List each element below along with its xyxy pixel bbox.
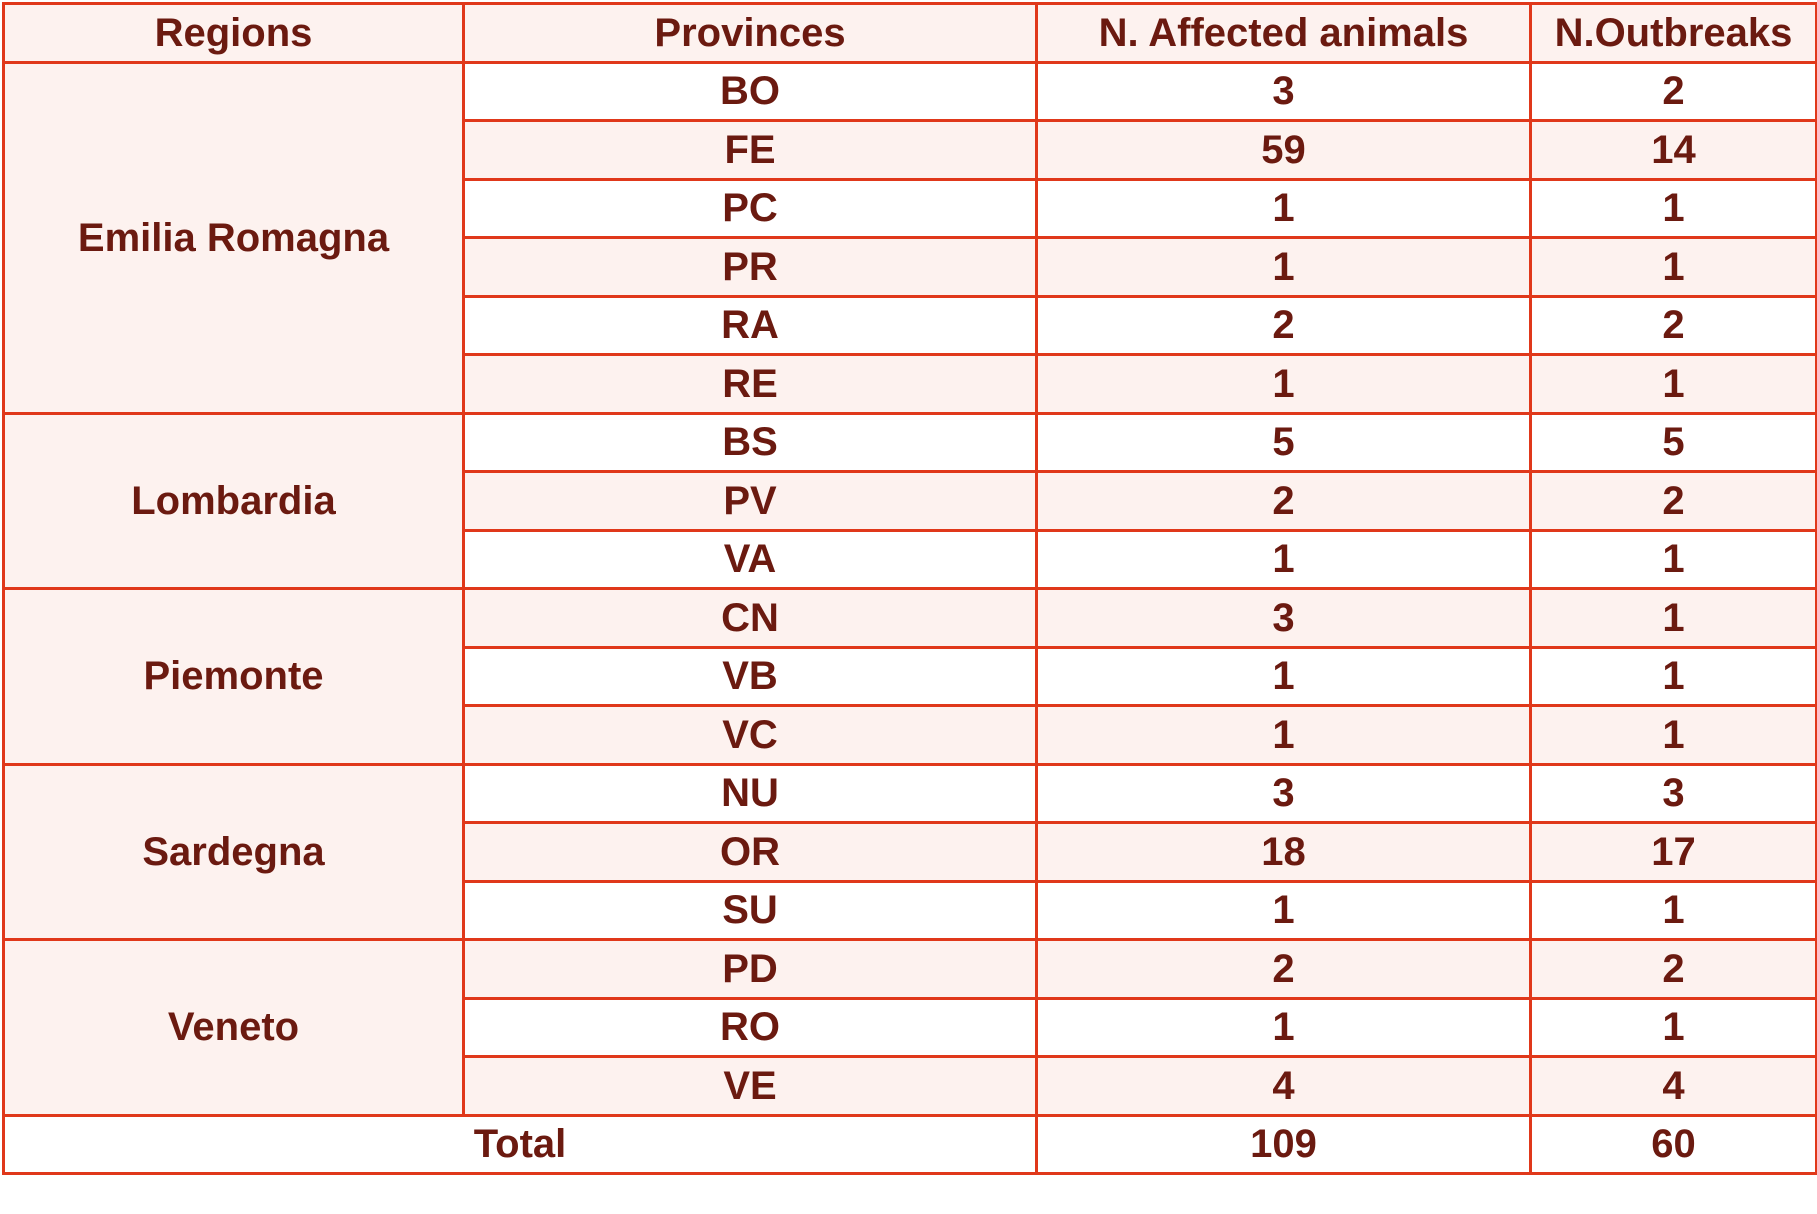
affected-cell: 2 xyxy=(1035,470,1532,532)
table-row: Piemonte CN 3 1 xyxy=(2,587,1817,766)
table-row: Emilia Romagna BO 3 2 xyxy=(2,60,1817,415)
total-affected: 109 xyxy=(1035,1113,1532,1175)
affected-cell: 1 xyxy=(1035,645,1532,707)
affected-cell: 1 xyxy=(1035,996,1532,1058)
header-provinces: Provinces xyxy=(462,2,1038,64)
affected-cell: 3 xyxy=(1035,587,1532,649)
outbreaks-cell: 5 xyxy=(1529,411,1817,473)
province-cell: RE xyxy=(462,353,1038,415)
affected-cell: 1 xyxy=(1035,177,1532,239)
table-row: PC 1 1 xyxy=(4,177,1817,239)
table-row: VB 1 1 xyxy=(4,645,1817,707)
province-cell: CN xyxy=(462,587,1038,649)
table-row: PR 1 1 xyxy=(4,236,1817,298)
affected-cell: 2 xyxy=(1035,938,1532,1000)
region-cell: Piemonte xyxy=(2,587,465,766)
outbreaks-cell: 4 xyxy=(1529,1055,1817,1117)
table-row: Lombardia BS 5 5 xyxy=(2,411,1817,590)
outbreaks-cell: 1 xyxy=(1529,645,1817,707)
region-cell: Lombardia xyxy=(2,411,465,590)
affected-cell: 1 xyxy=(1035,879,1532,941)
table-row: FE 59 14 xyxy=(4,119,1817,181)
region-cell: Veneto xyxy=(2,938,465,1117)
outbreaks-cell: 1 xyxy=(1529,177,1817,239)
affected-cell: 2 xyxy=(1035,294,1532,356)
affected-cell: 3 xyxy=(1035,762,1532,824)
header-regions: Regions xyxy=(2,2,465,64)
outbreaks-cell: 1 xyxy=(1529,587,1817,649)
outbreaks-table: Regions Provinces N. Affected animals N.… xyxy=(2,2,1817,1175)
outbreaks-cell: 1 xyxy=(1529,528,1817,590)
affected-cell: 5 xyxy=(1035,411,1532,473)
province-cell: PC xyxy=(462,177,1038,239)
table-row: RE 1 1 xyxy=(4,353,1817,415)
outbreaks-cell: 17 xyxy=(1529,821,1817,883)
province-cell: FE xyxy=(462,119,1038,181)
outbreaks-cell: 1 xyxy=(1529,996,1817,1058)
table-row: RA 2 2 xyxy=(4,294,1817,356)
province-cell: PD xyxy=(462,938,1038,1000)
total-row: Total 109 60 xyxy=(2,1113,1817,1175)
table-row: OR 18 17 xyxy=(4,821,1817,883)
province-cell: NU xyxy=(462,762,1038,824)
table-row: VC 1 1 xyxy=(4,704,1817,766)
affected-cell: 4 xyxy=(1035,1055,1532,1117)
province-cell: BS xyxy=(462,411,1038,473)
total-outbreaks: 60 xyxy=(1529,1113,1817,1175)
outbreaks-cell: 14 xyxy=(1529,119,1817,181)
outbreaks-cell: 1 xyxy=(1529,704,1817,766)
table-row: VA 1 1 xyxy=(4,528,1817,590)
header-row: Regions Provinces N. Affected animals N.… xyxy=(2,2,1817,64)
affected-cell: 1 xyxy=(1035,353,1532,415)
province-cell: OR xyxy=(462,821,1038,883)
outbreaks-cell: 2 xyxy=(1529,60,1817,122)
header-outbreaks: N.Outbreaks xyxy=(1529,2,1817,64)
table-row: VE 4 4 xyxy=(4,1055,1817,1117)
table-row: Veneto PD 2 2 xyxy=(2,938,1817,1117)
affected-cell: 59 xyxy=(1035,119,1532,181)
region-cell: Emilia Romagna xyxy=(2,60,465,415)
outbreaks-cell: 3 xyxy=(1529,762,1817,824)
outbreaks-cell: 2 xyxy=(1529,938,1817,1000)
outbreaks-cell: 2 xyxy=(1529,470,1817,532)
affected-cell: 1 xyxy=(1035,704,1532,766)
province-cell: VB xyxy=(462,645,1038,707)
header-affected-animals: N. Affected animals xyxy=(1035,2,1532,64)
province-cell: PR xyxy=(462,236,1038,298)
affected-cell: 18 xyxy=(1035,821,1532,883)
outbreaks-cell: 2 xyxy=(1529,294,1817,356)
outbreaks-cell: 1 xyxy=(1529,879,1817,941)
province-cell: VC xyxy=(462,704,1038,766)
province-cell: PV xyxy=(462,470,1038,532)
province-cell: BO xyxy=(462,60,1038,122)
province-cell: RO xyxy=(462,996,1038,1058)
affected-cell: 1 xyxy=(1035,236,1532,298)
table-row: Sardegna NU 3 3 xyxy=(2,762,1817,941)
table-row: RO 1 1 xyxy=(4,996,1817,1058)
province-cell: VA xyxy=(462,528,1038,590)
total-label: Total xyxy=(2,1113,1038,1175)
province-cell: RA xyxy=(462,294,1038,356)
affected-cell: 3 xyxy=(1035,60,1532,122)
table-row: SU 1 1 xyxy=(4,879,1817,941)
outbreaks-cell: 1 xyxy=(1529,353,1817,415)
province-cell: VE xyxy=(462,1055,1038,1117)
table-body: Emilia Romagna BO 3 2 FE 59 14 PC 1 1 PR… xyxy=(2,60,1817,1175)
province-cell: SU xyxy=(462,879,1038,941)
table-row: PV 2 2 xyxy=(4,470,1817,532)
affected-cell: 1 xyxy=(1035,528,1532,590)
region-cell: Sardegna xyxy=(2,762,465,941)
outbreaks-cell: 1 xyxy=(1529,236,1817,298)
